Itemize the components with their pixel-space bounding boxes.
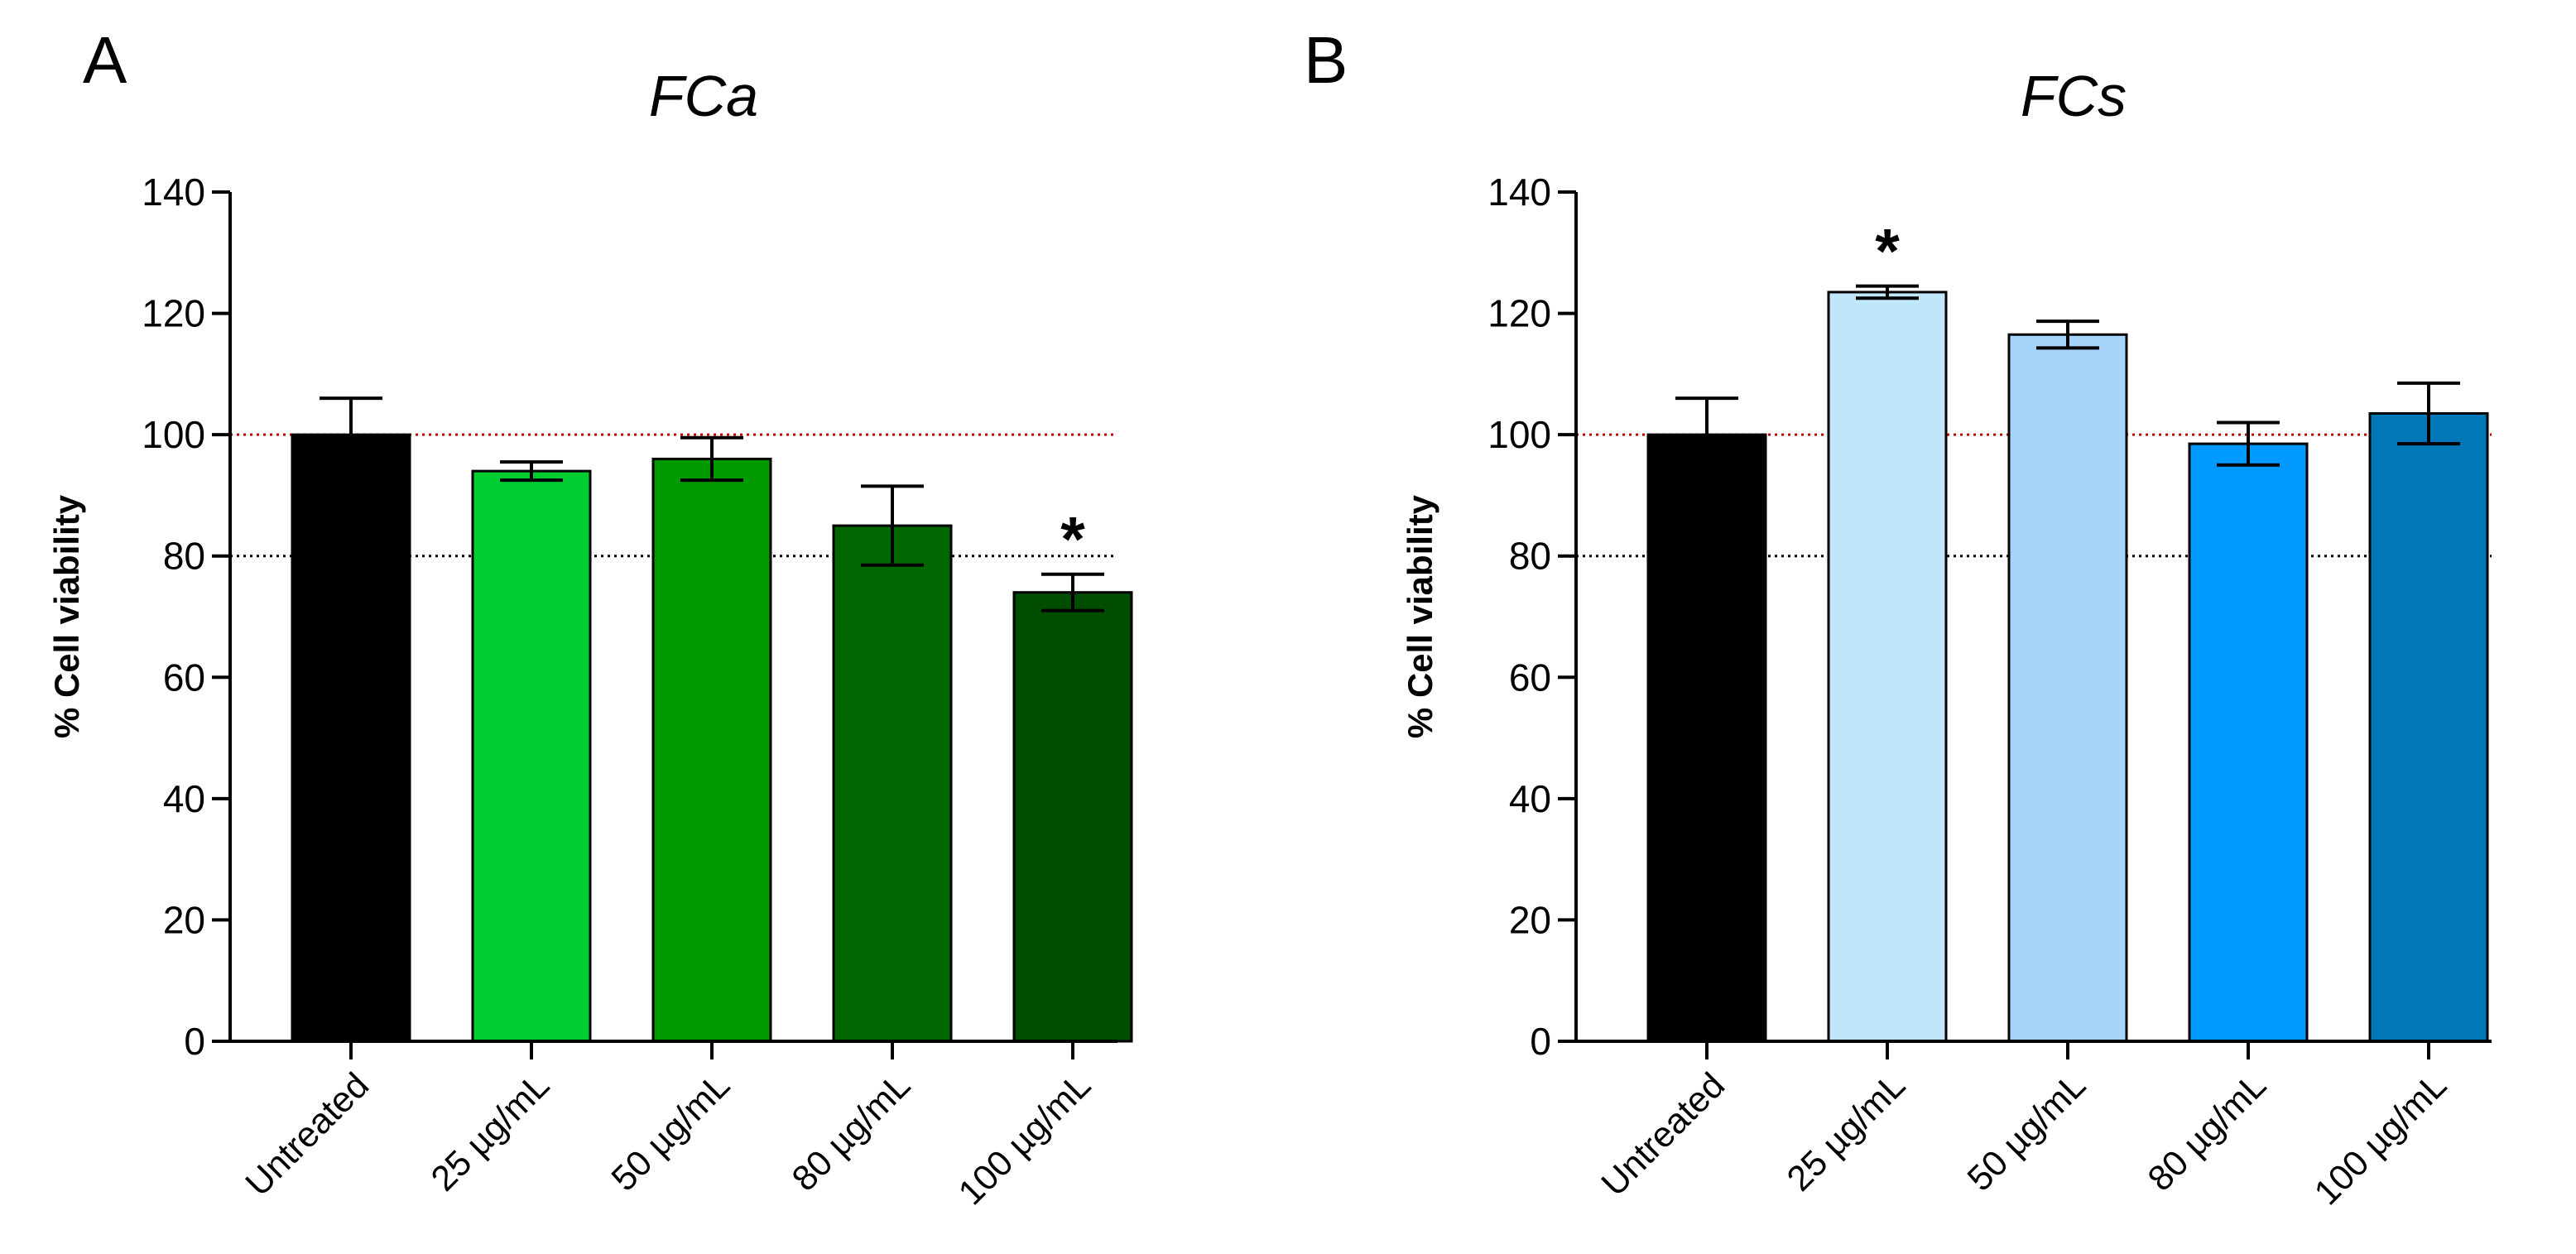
chart-title: FCs (2021, 64, 2127, 128)
category-label-25-g-ml: 25 µg/mL (424, 1065, 557, 1199)
y-tick-label: 0 (1530, 1020, 1551, 1063)
panel-letter: B (1304, 23, 1348, 97)
significance-marker: * (1875, 217, 1900, 287)
bar-100-g-ml (1012, 591, 1133, 1043)
bar-25-g-ml (471, 469, 592, 1043)
panel-b: B FCs % Cell viability 0 20 40 60 80 100 120 140 Un… (1304, 23, 2492, 1213)
bar-untreated (1646, 433, 1767, 1043)
y-tick-label: 0 (184, 1020, 205, 1063)
category-label-untreated: Untreated (1594, 1065, 1733, 1204)
bar-50-g-ml (2007, 333, 2128, 1043)
significance-marker: * (1060, 505, 1085, 575)
category-label-100-g-ml: 100 µg/mL (2307, 1065, 2454, 1213)
y-tick-label: 20 (1509, 898, 1551, 941)
category-label-50-g-ml: 50 µg/mL (604, 1065, 738, 1199)
category-label-80-g-ml: 80 µg/mL (2141, 1065, 2274, 1199)
bar-25-g-ml (1827, 291, 1948, 1043)
y-tick-label: 100 (142, 413, 205, 456)
y-axis-title: % Cell viability (47, 494, 86, 738)
y-tick-label: 140 (1487, 171, 1551, 214)
category-label-100-g-ml: 100 µg/mL (951, 1065, 1098, 1213)
panel-a: A FCa % Cell viability 0 20 40 60 80 100 120 140 Un… (47, 23, 1133, 1213)
bar-80-g-ml (2188, 442, 2309, 1043)
panel-letter: A (83, 23, 127, 97)
y-tick-label: 40 (163, 777, 205, 820)
y-tick-label: 60 (1509, 656, 1551, 699)
y-tick-label: 120 (1487, 292, 1551, 335)
chart-title: FCa (649, 64, 758, 128)
category-label-50-g-ml: 50 µg/mL (1960, 1065, 2093, 1199)
y-tick-label: 60 (163, 656, 205, 699)
y-tick-label: 100 (1487, 413, 1551, 456)
bar-50-g-ml (651, 457, 772, 1043)
bar-100-g-ml (2368, 411, 2489, 1043)
y-tick-label: 80 (163, 535, 205, 578)
category-label-untreated: Untreated (238, 1065, 377, 1204)
y-tick-label: 140 (142, 171, 205, 214)
y-tick-label: 120 (142, 292, 205, 335)
category-label-80-g-ml: 80 µg/mL (785, 1065, 918, 1199)
y-tick-label: 20 (163, 898, 205, 941)
y-axis-title: % Cell viability (1401, 494, 1439, 738)
y-tick-label: 80 (1509, 535, 1551, 578)
y-tick-label: 40 (1509, 777, 1551, 820)
bar-untreated (291, 433, 411, 1043)
category-label-25-g-ml: 25 µg/mL (1780, 1065, 1913, 1199)
bar-80-g-ml (832, 524, 953, 1043)
